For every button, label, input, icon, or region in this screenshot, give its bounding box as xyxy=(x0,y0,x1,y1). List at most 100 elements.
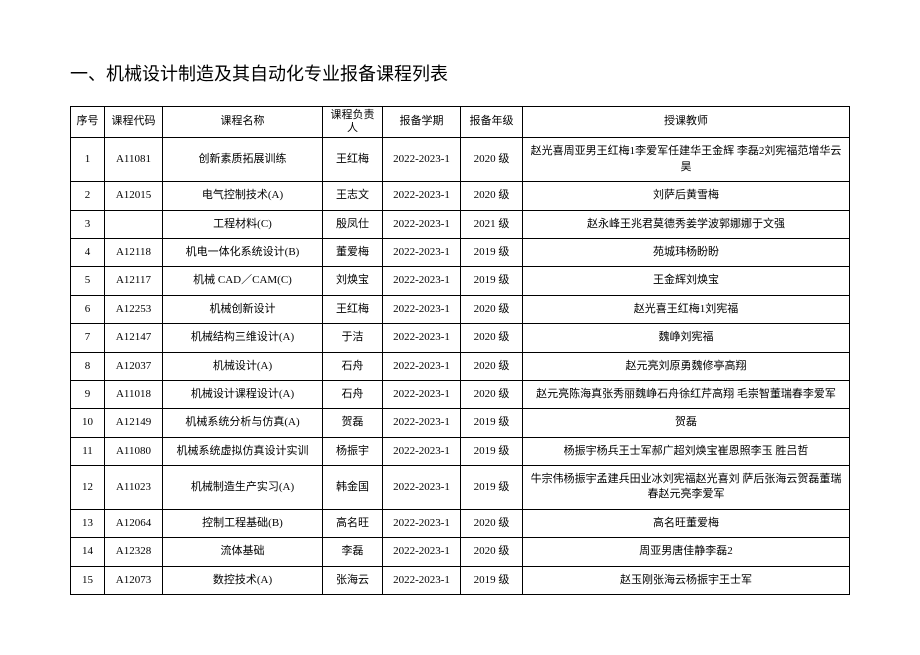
cell-term: 2022-2023-1 xyxy=(383,509,461,537)
cell-term: 2022-2023-1 xyxy=(383,380,461,408)
cell-leader: 韩金国 xyxy=(323,466,383,510)
cell-seq: 7 xyxy=(71,324,105,352)
cell-term: 2022-2023-1 xyxy=(383,538,461,566)
table-row: 10A12149机械系统分析与仿真(A)贺磊2022-2023-12019 级贺… xyxy=(71,409,850,437)
table-row: 8A12037机械设计(A)石舟2022-2023-12020 级赵元亮刘原勇魏… xyxy=(71,352,850,380)
table-row: 3工程材料(C)殷凤仕2022-2023-12021 级赵永峰王兆君莫德秀姜学波… xyxy=(71,210,850,238)
header-seq: 序号 xyxy=(71,107,105,138)
table-row: 12A11023机械制造生产实习(A)韩金国2022-2023-12019 级牛… xyxy=(71,466,850,510)
cell-seq: 6 xyxy=(71,295,105,323)
cell-teacher: 周亚男唐佳静李磊2 xyxy=(523,538,850,566)
cell-term: 2022-2023-1 xyxy=(383,566,461,594)
cell-teacher: 赵元亮陈海真张秀丽魏峥石舟徐红芹高翔 毛崇智董瑞春李爱军 xyxy=(523,380,850,408)
cell-seq: 9 xyxy=(71,380,105,408)
cell-code: A11081 xyxy=(105,138,163,182)
cell-name: 机械制造生产实习(A) xyxy=(163,466,323,510)
cell-seq: 14 xyxy=(71,538,105,566)
header-name: 课程名称 xyxy=(163,107,323,138)
table-header-row: 序号 课程代码 课程名称 课程负责 人 报备学期 报备年级 授课教师 xyxy=(71,107,850,138)
cell-term: 2022-2023-1 xyxy=(383,238,461,266)
cell-seq: 3 xyxy=(71,210,105,238)
cell-name: 机械 CAD／CAM(C) xyxy=(163,267,323,295)
cell-leader: 李磊 xyxy=(323,538,383,566)
cell-code: A12064 xyxy=(105,509,163,537)
cell-term: 2022-2023-1 xyxy=(383,210,461,238)
cell-seq: 8 xyxy=(71,352,105,380)
cell-term: 2022-2023-1 xyxy=(383,138,461,182)
cell-leader: 刘焕宝 xyxy=(323,267,383,295)
cell-term: 2022-2023-1 xyxy=(383,409,461,437)
header-leader: 课程负责 人 xyxy=(323,107,383,138)
cell-name: 创新素质拓展训练 xyxy=(163,138,323,182)
cell-leader: 王志文 xyxy=(323,182,383,210)
cell-teacher: 赵元亮刘原勇魏修亭高翔 xyxy=(523,352,850,380)
cell-name: 机械系统分析与仿真(A) xyxy=(163,409,323,437)
cell-leader: 王红梅 xyxy=(323,295,383,323)
table-row: 4A12118机电一体化系统设计(B)董爱梅2022-2023-12019 级苑… xyxy=(71,238,850,266)
cell-seq: 1 xyxy=(71,138,105,182)
cell-code: A12328 xyxy=(105,538,163,566)
header-teacher: 授课教师 xyxy=(523,107,850,138)
cell-name: 机械设计(A) xyxy=(163,352,323,380)
cell-teacher: 刘萨后黄雪梅 xyxy=(523,182,850,210)
cell-teacher: 王金辉刘焕宝 xyxy=(523,267,850,295)
cell-seq: 12 xyxy=(71,466,105,510)
cell-teacher: 牛宗伟杨振宇孟建兵田业冰刘宪福赵光喜刘 萨后张海云贺磊董瑞春赵元亮李爱军 xyxy=(523,466,850,510)
cell-name: 机械结构三维设计(A) xyxy=(163,324,323,352)
page-title: 一、机械设计制造及其自动化专业报备课程列表 xyxy=(70,60,850,86)
cell-teacher: 苑城玮杨盼盼 xyxy=(523,238,850,266)
cell-code: A11018 xyxy=(105,380,163,408)
cell-teacher: 赵光喜王红梅1刘宪福 xyxy=(523,295,850,323)
cell-grade: 2019 级 xyxy=(461,466,523,510)
cell-code xyxy=(105,210,163,238)
cell-seq: 5 xyxy=(71,267,105,295)
cell-grade: 2019 级 xyxy=(461,437,523,465)
cell-name: 电气控制技术(A) xyxy=(163,182,323,210)
cell-grade: 2020 级 xyxy=(461,138,523,182)
cell-leader: 杨振宇 xyxy=(323,437,383,465)
cell-grade: 2020 级 xyxy=(461,352,523,380)
cell-grade: 2021 级 xyxy=(461,210,523,238)
table-row: 1A11081创新素质拓展训练王红梅2022-2023-12020 级赵光喜周亚… xyxy=(71,138,850,182)
cell-term: 2022-2023-1 xyxy=(383,437,461,465)
cell-term: 2022-2023-1 xyxy=(383,182,461,210)
cell-code: A12037 xyxy=(105,352,163,380)
cell-name: 机械系统虚拟仿真设计实训 xyxy=(163,437,323,465)
cell-seq: 2 xyxy=(71,182,105,210)
cell-leader: 高名旺 xyxy=(323,509,383,537)
cell-seq: 11 xyxy=(71,437,105,465)
cell-grade: 2020 级 xyxy=(461,509,523,537)
table-row: 9A11018机械设计课程设计(A)石舟2022-2023-12020 级赵元亮… xyxy=(71,380,850,408)
cell-name: 机械创新设计 xyxy=(163,295,323,323)
cell-code: A12117 xyxy=(105,267,163,295)
cell-teacher: 高名旺董爱梅 xyxy=(523,509,850,537)
cell-term: 2022-2023-1 xyxy=(383,295,461,323)
cell-grade: 2020 级 xyxy=(461,380,523,408)
cell-leader: 贺磊 xyxy=(323,409,383,437)
header-grade: 报备年级 xyxy=(461,107,523,138)
cell-code: A12015 xyxy=(105,182,163,210)
cell-code: A12149 xyxy=(105,409,163,437)
cell-grade: 2020 级 xyxy=(461,295,523,323)
cell-grade: 2019 级 xyxy=(461,409,523,437)
cell-leader: 王红梅 xyxy=(323,138,383,182)
cell-teacher: 赵光喜周亚男王红梅1李爱军任建华王金辉 李磊2刘宪福范增华云昊 xyxy=(523,138,850,182)
header-term: 报备学期 xyxy=(383,107,461,138)
cell-seq: 13 xyxy=(71,509,105,537)
cell-grade: 2019 级 xyxy=(461,238,523,266)
cell-leader: 董爱梅 xyxy=(323,238,383,266)
cell-name: 机电一体化系统设计(B) xyxy=(163,238,323,266)
table-row: 14A12328流体基础李磊2022-2023-12020 级周亚男唐佳静李磊2 xyxy=(71,538,850,566)
course-table: 序号 课程代码 课程名称 课程负责 人 报备学期 报备年级 授课教师 1A110… xyxy=(70,106,850,595)
cell-name: 流体基础 xyxy=(163,538,323,566)
cell-seq: 15 xyxy=(71,566,105,594)
header-code: 课程代码 xyxy=(105,107,163,138)
cell-leader: 于洁 xyxy=(323,324,383,352)
cell-code: A12253 xyxy=(105,295,163,323)
table-row: 6A12253机械创新设计王红梅2022-2023-12020 级赵光喜王红梅1… xyxy=(71,295,850,323)
cell-term: 2022-2023-1 xyxy=(383,267,461,295)
table-row: 2A12015电气控制技术(A)王志文2022-2023-12020 级刘萨后黄… xyxy=(71,182,850,210)
cell-code: A11023 xyxy=(105,466,163,510)
table-row: 15A12073数控技术(A)张海云2022-2023-12019 级赵玉刚张海… xyxy=(71,566,850,594)
table-row: 5A12117机械 CAD／CAM(C)刘焕宝2022-2023-12019 级… xyxy=(71,267,850,295)
